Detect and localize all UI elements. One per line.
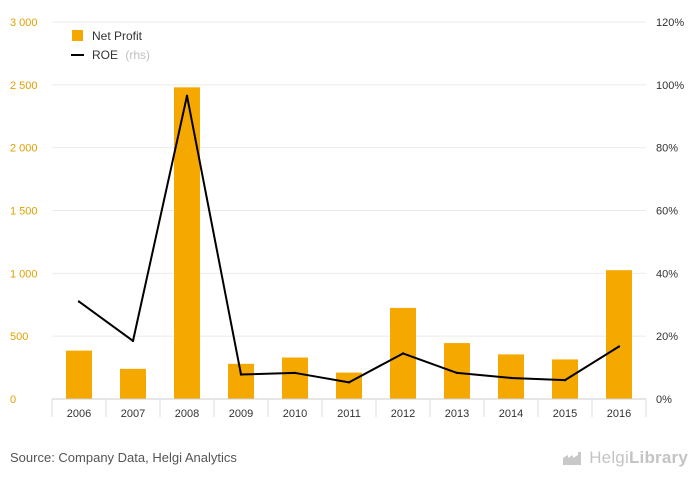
x-tick-label: 2009: [229, 408, 253, 420]
y-left-tick-label: 1 000: [10, 268, 38, 280]
bar-2013[interactable]: [444, 343, 470, 399]
roe-point-2013[interactable]: [455, 371, 459, 375]
y-left-tick-label: 2 000: [10, 143, 38, 155]
bar-2016[interactable]: [606, 270, 632, 399]
legend: Net Profit ROE (rhs): [71, 29, 150, 62]
y-left-tick-label: 3 000: [10, 17, 38, 29]
y-right-tick-label: 80%: [656, 143, 678, 155]
roe-point-2009[interactable]: [239, 373, 243, 376]
roe-point-2008[interactable]: [185, 94, 189, 98]
x-tick-label: 2008: [175, 408, 199, 420]
gridlines: [52, 21, 646, 337]
x-tick-label: 2012: [391, 408, 415, 420]
x-tick-label: 2016: [607, 408, 631, 420]
y-left-tick-label: 500: [10, 331, 28, 343]
bar-2010[interactable]: [282, 357, 308, 399]
roe-point-2006[interactable]: [77, 300, 81, 303]
bar-2009[interactable]: [228, 363, 254, 399]
x-axis: 2006 2007 2008 2009 2010 2011 2012 2013 2014 2015…: [51, 398, 647, 420]
y-left-tick-label: 1 500: [10, 206, 38, 218]
roe-line: [78, 94, 620, 384]
y-right-tick-label: 0%: [656, 394, 672, 406]
roe-point-2012[interactable]: [401, 352, 405, 355]
legend-swatch-net-profit: [72, 30, 83, 41]
roe-point-2007[interactable]: [131, 339, 135, 343]
y-right-tick-label: 120%: [656, 17, 684, 29]
legend-label-roe: ROE (rhs): [92, 48, 150, 62]
x-tick-label: 2007: [121, 408, 145, 420]
bar-series-net-profit: [66, 87, 632, 399]
roe-point-2011[interactable]: [347, 381, 351, 384]
y-axis-left: 0 500 1 000 1 500 2 000 2 500 3 000: [10, 17, 38, 406]
roe-point-2015[interactable]: [563, 378, 567, 382]
roe-point-2014[interactable]: [509, 376, 513, 380]
y-left-tick-label: 2 500: [10, 80, 38, 92]
y-right-tick-label: 60%: [656, 206, 678, 218]
x-tick-label: 2014: [499, 408, 523, 420]
brand-name-bold: Library: [628, 448, 688, 467]
legend-label-net-profit: Net Profit: [92, 29, 143, 43]
x-tick-label: 2011: [337, 408, 361, 420]
x-tick-label: 2006: [67, 408, 91, 420]
helgi-library-logo: HelgiLibrary: [562, 448, 688, 468]
y-left-tick-label: 0: [10, 394, 16, 406]
brand-name-light: Helgi: [589, 448, 629, 467]
y-right-tick-label: 40%: [656, 268, 678, 280]
y-right-tick-label: 20%: [656, 331, 678, 343]
roe-point-2016[interactable]: [617, 345, 621, 348]
x-tick-label: 2013: [445, 408, 469, 420]
bar-2007[interactable]: [120, 368, 146, 399]
y-axis-right: 0% 20% 40% 60% 80% 100% 120%: [656, 17, 684, 406]
line-series-roe: [77, 94, 621, 384]
legend-label-roe-name: ROE: [92, 48, 118, 62]
x-tick-label: 2015: [553, 408, 577, 420]
y-right-tick-label: 100%: [656, 80, 684, 92]
bar-2006[interactable]: [66, 350, 92, 399]
source-note: Source: Company Data, Helgi Analytics: [10, 450, 237, 465]
factory-icon: [563, 452, 582, 465]
x-tick-label: 2010: [283, 408, 307, 420]
combo-chart: 2006 2007 2008 2009 2010 2011 2012 2013 2014 2015…: [10, 17, 684, 420]
roe-point-2010[interactable]: [293, 371, 297, 375]
legend-label-roe-suffix: (rhs): [125, 48, 150, 62]
